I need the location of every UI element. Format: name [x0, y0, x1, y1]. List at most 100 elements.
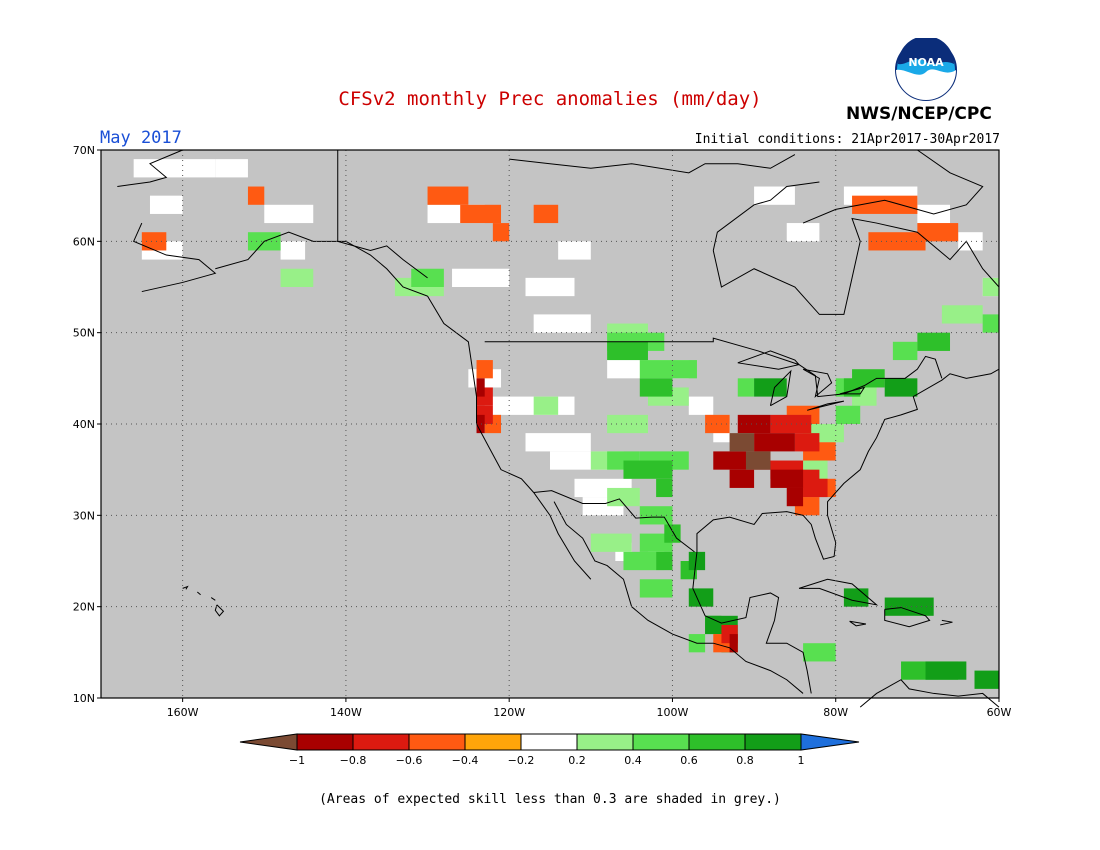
anomaly-cell [754, 378, 787, 397]
anomaly-cell [835, 405, 861, 424]
colorbar-swatch [800, 733, 860, 751]
anomaly-cell [729, 433, 755, 452]
anomaly-cell [803, 478, 828, 498]
anomaly-cell [737, 378, 755, 397]
anomaly-cell [476, 414, 485, 434]
colorbar-swatch [239, 733, 298, 751]
anomaly-cell [607, 341, 648, 361]
colorbar-label: 0.2 [568, 754, 586, 767]
anomaly-cell [688, 588, 714, 607]
lat-tick-label: 50N [73, 327, 95, 340]
map-title: CFSv2 monthly Prec anomalies (mm/day) [338, 88, 762, 110]
colorbar-swatch [520, 733, 578, 751]
noaa-logo: NOAA [894, 36, 958, 106]
anomaly-cell [688, 396, 714, 415]
anomaly-cell [770, 414, 812, 434]
anomaly-cells [133, 159, 999, 689]
lat-tick-label: 20N [73, 601, 95, 614]
colorbar-swatch [576, 733, 634, 751]
anomaly-cell [141, 232, 167, 251]
anomaly-cell [729, 469, 755, 488]
anomaly-cell [533, 204, 559, 224]
anomaly-cell [786, 223, 820, 242]
anomaly-cell [623, 551, 657, 571]
anomaly-cell [264, 204, 314, 224]
colorbar-swatch [352, 733, 410, 751]
lon-tick-label: 120W [493, 706, 525, 719]
anomaly-cell [607, 414, 648, 434]
lon-tick-label: 160W [167, 706, 199, 719]
colorbar-swatch [632, 733, 690, 751]
anomaly-cell [892, 341, 918, 361]
anomaly-cell [247, 186, 265, 205]
colorbar-swatch [744, 733, 802, 751]
colorbar-label: −1 [289, 754, 305, 767]
anomaly-cell [737, 414, 771, 434]
anomaly-cell [639, 579, 673, 598]
anomaly-cell [476, 378, 485, 397]
coastlines [117, 149, 1000, 708]
lon-tick-label: 100W [657, 706, 689, 719]
anomaly-cell [794, 433, 820, 452]
colorbar-label: 0.8 [736, 754, 754, 767]
anomaly-cell [917, 223, 959, 242]
lat-tick-label: 40N [73, 418, 95, 431]
anomaly-cell [533, 396, 559, 415]
anomaly-cell [452, 268, 510, 287]
colorbar-label: 0.4 [624, 754, 642, 767]
colorbar-label: −0.6 [396, 754, 423, 767]
anomaly-cell [133, 159, 216, 178]
footnote: (Areas of expected skill less than 0.3 a… [319, 792, 781, 807]
colorbar: −1 −0.8 −0.6 −0.4 −0.2 0.2 0.4 0.6 0.8 1 [239, 733, 860, 767]
axis-ticks: 70N 60N 50N 40N 30N 20N 10N 160W 140W 120W 100W 80W… [73, 144, 1012, 719]
anomaly-cell [492, 223, 510, 242]
colorbar-swatch [688, 733, 746, 751]
anomaly-cell [982, 277, 999, 297]
anomaly-cell [607, 487, 640, 507]
anomaly-cell [460, 204, 502, 224]
anomaly-cell [656, 551, 673, 571]
anomaly-cell [590, 533, 632, 552]
colorbar-label: −0.4 [452, 754, 479, 767]
logo-text: NOAA [908, 56, 944, 69]
lat-tick-label: 70N [73, 144, 95, 157]
colorbar-label: −0.8 [340, 754, 367, 767]
anomaly-cell [786, 487, 804, 507]
anomaly-cell [476, 360, 493, 379]
colorbar-label: 1 [798, 754, 805, 767]
anomaly-cell [729, 634, 738, 653]
lat-tick-label: 60N [73, 235, 95, 248]
anomaly-cell [525, 277, 575, 297]
anomaly-cell [639, 360, 697, 379]
anomaly-cell [525, 433, 591, 452]
forecast-month: May 2017 [100, 128, 182, 148]
anomaly-cell [215, 159, 248, 178]
anomaly-cell [941, 305, 983, 324]
anomaly-cell [754, 186, 795, 205]
lat-tick-label: 30N [73, 509, 95, 522]
colorbar-label: 0.6 [680, 754, 698, 767]
anomaly-cell [745, 451, 771, 470]
anomaly-cell [803, 643, 836, 662]
anomaly-cell [280, 268, 314, 287]
anomaly-cell [639, 378, 673, 397]
anomaly-cell [280, 241, 306, 260]
anomaly-cell [884, 378, 918, 397]
anomaly-cell [623, 460, 673, 479]
initial-conditions: Initial conditions: 21Apr2017-30Apr2017 [694, 132, 1000, 147]
colorbar-swatch [296, 733, 354, 751]
anomaly-cell [533, 314, 591, 333]
anomaly-cell [770, 469, 804, 488]
anomaly-cell [843, 588, 869, 607]
anomaly-cell [484, 396, 575, 415]
lon-tick-label: 140W [330, 706, 362, 719]
anomaly-cell [852, 195, 918, 214]
anomaly-cell [925, 661, 967, 680]
colorbar-swatch [464, 733, 522, 751]
agency-label: NWS/NCEP/CPC [846, 104, 992, 124]
anomaly-cell [958, 232, 983, 251]
colorbar-swatch [408, 733, 466, 751]
anomaly-cell [558, 241, 591, 260]
anomaly-cell [884, 597, 934, 616]
